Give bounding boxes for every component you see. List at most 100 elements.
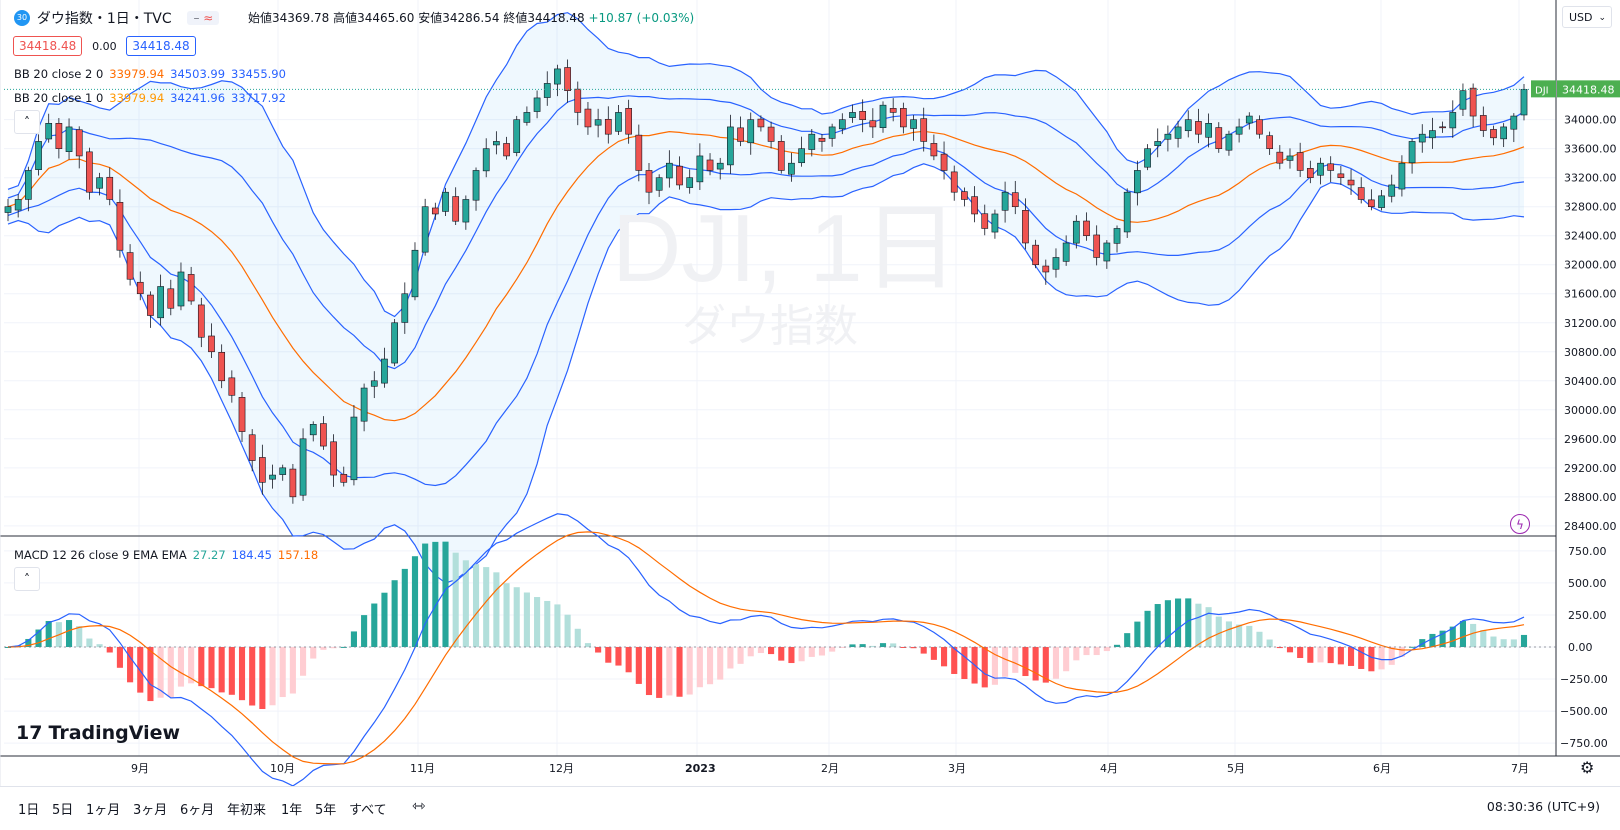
candle-body [1500, 126, 1508, 140]
candle-body [818, 137, 826, 142]
candle-body [1490, 129, 1497, 139]
candle-body [1459, 90, 1467, 110]
candle-body [442, 191, 449, 212]
macd-histogram-bar [768, 647, 775, 655]
macd-histogram-bar [584, 643, 591, 647]
candle-body [513, 119, 521, 153]
macd-histogram-bar [879, 643, 887, 647]
range-button-1[interactable]: 5日 [52, 803, 74, 818]
bb1-legend[interactable]: BB 20 close 1 0 33979.94 34241.96 33717.92 [14, 91, 286, 105]
macd-histogram-bar [391, 580, 398, 647]
price-axis-tick: 32800.00 [1564, 201, 1617, 214]
candle-body [1011, 192, 1019, 208]
macd-histogram-bar [839, 647, 846, 648]
macd-histogram-bar [116, 647, 123, 668]
candle-body [218, 352, 226, 382]
candle-body [757, 118, 765, 128]
candle-body [615, 112, 622, 132]
range-button-4[interactable]: 6ヶ月 [180, 803, 215, 818]
price-axis-tick: 31600.00 [1564, 288, 1617, 301]
candle-body [421, 206, 429, 253]
tradingview-logo[interactable]: 𝟭𝟳 TradingView [16, 722, 181, 744]
macd-histogram-bar [432, 541, 439, 647]
range-button-2[interactable]: 1ヶ月 [86, 803, 121, 818]
candle-body [35, 141, 42, 170]
bb2-legend[interactable]: BB 20 close 2 0 33979.94 34503.99 33455.90 [14, 67, 286, 81]
candle-body [187, 274, 195, 302]
collapse-macd-button[interactable]: ˄ [14, 567, 40, 591]
candle-body [1235, 126, 1243, 135]
macd-legend[interactable]: MACD 12 26 close 9 EMA EMA 27.27 184.45 157… [14, 548, 319, 562]
macd-histogram-bar [208, 647, 215, 689]
candle-body [167, 288, 175, 309]
clock[interactable]: 08:30:36 (UTC+9) [1486, 799, 1600, 814]
sell-price-button[interactable]: 34418.48 [13, 36, 83, 56]
candle-body [1072, 220, 1080, 244]
candle-body [991, 213, 999, 233]
candle-body [1154, 141, 1162, 147]
candle-body [849, 112, 856, 118]
candle-body [1439, 126, 1446, 129]
candle-body [920, 118, 928, 142]
candle-body [482, 148, 490, 172]
macd-histogram-bar [483, 567, 490, 647]
macd-histogram-bar [442, 541, 449, 647]
date-range-icon[interactable]: ⇿ [412, 796, 426, 815]
range-button-5[interactable]: 年初来 [227, 803, 267, 818]
macd-histogram-bar [900, 647, 907, 648]
macd-histogram-bar [340, 646, 347, 648]
macd-histogram-bar [564, 614, 571, 647]
range-button-8[interactable]: すべて [349, 803, 387, 818]
macd-histogram-bar [198, 647, 205, 687]
macd-histogram-bar [35, 629, 42, 647]
macd-histogram-bar [1378, 647, 1385, 670]
chart-header: 30 ダウ指数・1日・TVC – ≈ [14, 8, 220, 28]
macd-histogram-bar [259, 647, 266, 710]
macd-histogram-bar [961, 647, 968, 680]
range-button-6[interactable]: 1年 [281, 803, 303, 818]
macd-histogram-bar [595, 647, 602, 653]
macd-histogram-bar [472, 564, 480, 647]
macd-histogram-bar [422, 543, 429, 647]
macd-histogram-bar [656, 647, 663, 698]
macd-histogram-bar [188, 647, 195, 684]
candle-body [472, 170, 480, 201]
last-symbol-tag [1531, 80, 1556, 98]
symbol-title[interactable]: ダウ指数・1日・TVC [36, 11, 172, 27]
symbol-badge[interactable]: 30 [14, 10, 30, 26]
macd-axis-tick: −250.00 [1560, 673, 1608, 686]
macd-histogram-bar [951, 647, 958, 674]
currency-select[interactable]: USD ⌄ [1562, 6, 1612, 28]
candle-body [65, 126, 73, 152]
macd-axis-tick: 250.00 [1568, 609, 1607, 622]
range-button-7[interactable]: 5年 [315, 803, 337, 818]
macd-histogram-bar [411, 556, 419, 647]
range-button-3[interactable]: 3ヶ月 [133, 803, 168, 818]
buy-price-button[interactable]: 34418.48 [126, 36, 196, 56]
candle-body [1378, 195, 1385, 208]
macd-histogram-bar [1175, 598, 1182, 647]
alert-icon[interactable]: ϟ [1510, 514, 1530, 534]
candle-body [147, 294, 154, 316]
macd-histogram-bar [1022, 647, 1029, 677]
candle-body [737, 127, 744, 142]
macd-histogram-bar [645, 647, 653, 696]
chart-type-toggle[interactable]: – ≈ [187, 11, 220, 25]
candle-body [828, 126, 836, 139]
settings-gear-icon[interactable]: ⚙ [1580, 758, 1595, 777]
candle-body [1337, 173, 1345, 178]
macd-histogram-bar [1063, 647, 1070, 672]
candle-body [1520, 89, 1528, 116]
candle-body [309, 424, 317, 436]
macd-histogram-bar [676, 647, 683, 697]
candle-body [554, 68, 561, 85]
candle-body [391, 322, 398, 364]
candle-body [1276, 151, 1284, 164]
macd-histogram-bar [798, 647, 805, 662]
range-button-0[interactable]: 1日 [18, 803, 40, 818]
macd-histogram-bar [503, 583, 510, 647]
macd-histogram-bar [1073, 647, 1080, 661]
candle-body [24, 170, 32, 200]
collapse-legend-button[interactable]: ˄ [14, 110, 40, 134]
